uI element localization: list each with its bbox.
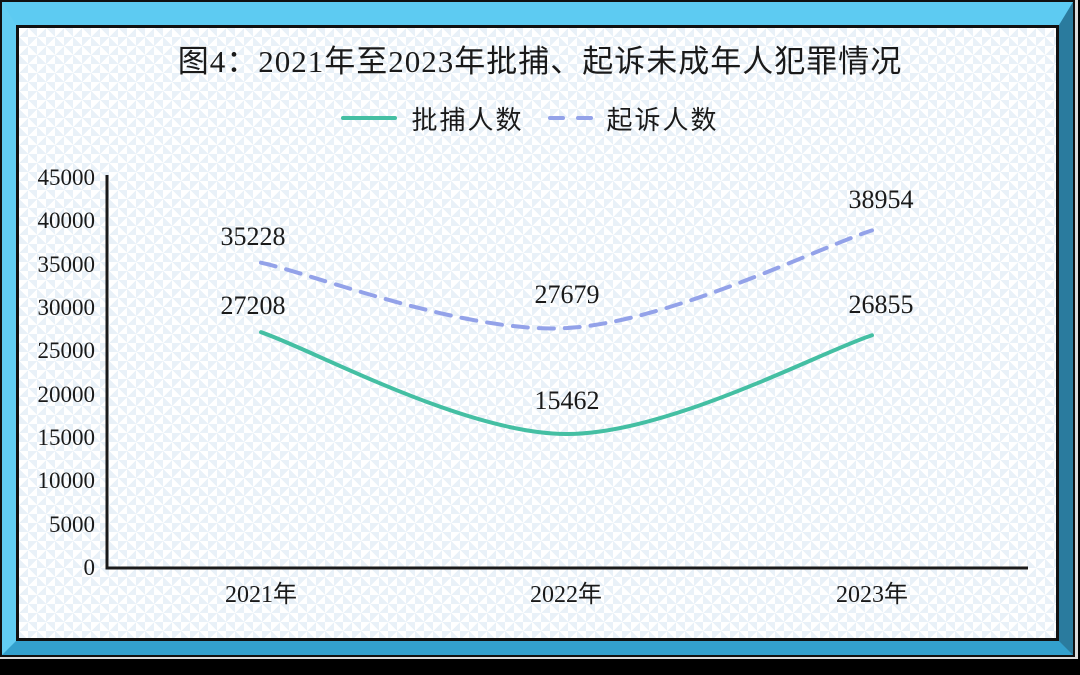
y-axis-tick-label: 15000 <box>37 425 96 450</box>
data-point-label: 15462 <box>534 385 600 415</box>
y-axis-tick-label: 5000 <box>49 511 95 537</box>
chart-title: 图4：2021年至2023年批捕、起诉未成年人犯罪情况 <box>177 44 903 79</box>
data-point-label: 27679 <box>534 280 600 310</box>
data-point-label: 35228 <box>220 221 286 251</box>
y-axis-tick-label: 30000 <box>37 295 96 320</box>
data-point-label: 38954 <box>848 185 914 215</box>
data-point-label: 27208 <box>220 291 286 321</box>
y-axis-tick-label: 25000 <box>37 338 96 364</box>
x-axis-category-label: 2021年 <box>225 582 297 608</box>
x-axis-category-label: 2023年 <box>836 582 908 608</box>
data-point-label: 26855 <box>848 290 914 320</box>
legend-label-arrested: 批捕人数 <box>411 105 524 135</box>
y-axis-tick-label: 0 <box>83 555 96 580</box>
bottom-letterbox <box>0 659 1080 675</box>
chart-legend: 批捕人数 起诉人数 <box>0 100 1060 136</box>
legend-item-arrested: 批捕人数 <box>341 100 523 137</box>
legend-item-prosecuted: 起诉人数 <box>547 100 719 137</box>
y-axis-tick-label: 45000 <box>37 165 96 190</box>
y-axis-tick-label: 35000 <box>37 251 96 277</box>
y-axis-tick-label: 20000 <box>37 381 96 407</box>
y-axis-tick-label: 10000 <box>37 468 96 494</box>
arrested-line-swatch <box>341 116 398 120</box>
legend-label-prosecuted: 起诉人数 <box>606 105 719 135</box>
prosecuted-line-swatch <box>547 116 593 120</box>
x-axis-category-label: 2022年 <box>530 582 602 608</box>
frame-border <box>0 0 1075 657</box>
y-axis-tick-label: 40000 <box>37 208 96 234</box>
